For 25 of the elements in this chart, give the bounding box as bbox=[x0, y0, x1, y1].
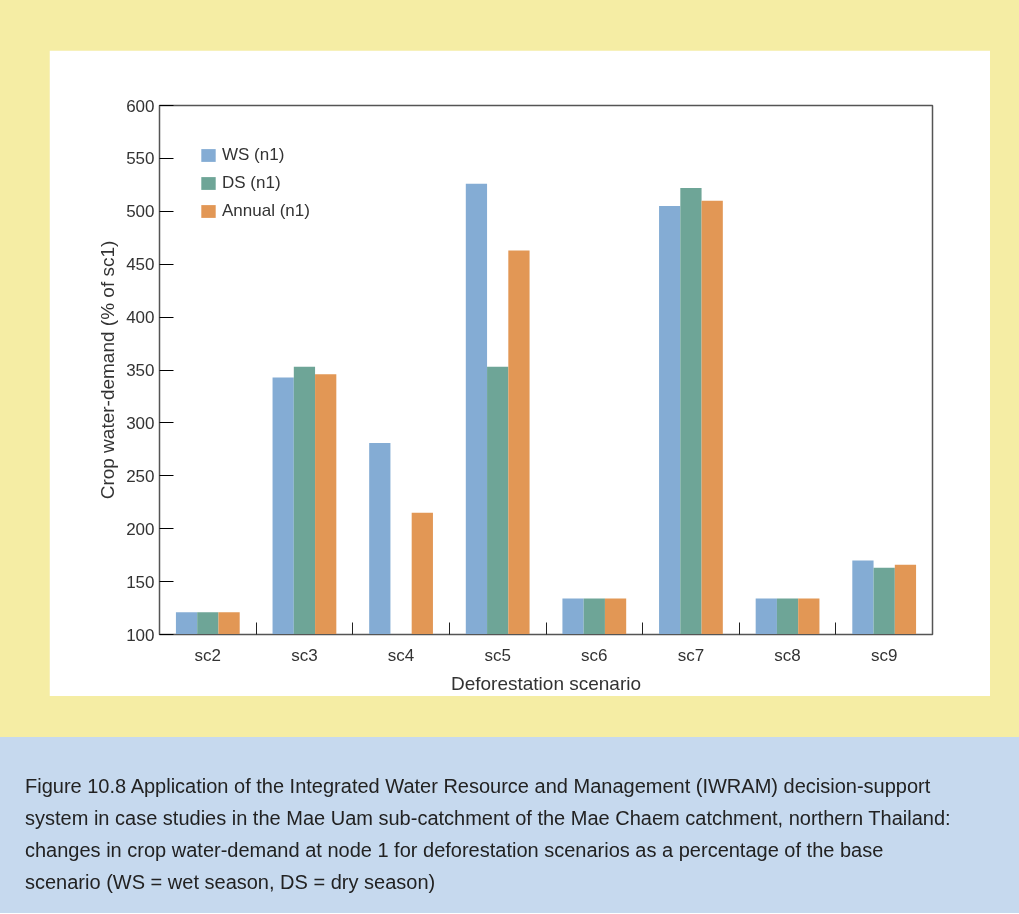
y-axis-title: Crop water-demand (% of sc1) bbox=[97, 240, 119, 500]
x-tick-label: sc9 bbox=[870, 645, 898, 665]
x-tick-label: sc8 bbox=[774, 645, 801, 665]
y-tick-label: 250 bbox=[126, 466, 155, 486]
x-tick-label: sc7 bbox=[677, 645, 705, 665]
x-tick-label: sc3 bbox=[291, 645, 318, 665]
x-tick-label: sc5 bbox=[484, 645, 511, 665]
x-tick-label: sc2 bbox=[194, 645, 222, 665]
y-tick-label: 500 bbox=[126, 202, 155, 222]
y-tick-label: 550 bbox=[126, 149, 155, 169]
x-tick-label: sc6 bbox=[581, 645, 608, 665]
legend-label: Annual (n1) bbox=[222, 201, 310, 221]
caption: Figure 10.8 Application of the Integrated Water Resource and Management (IWRAM) decision-support system in case studies in the Mae Uam sub-catchment of the Mae Chaem catchment, northern Thailand: changes in crop water-demand at node 1 for deforestation scenarios as a percentage of the base scenario (WS = wet season, DS = dry season) bbox=[25, 774, 952, 895]
y-tick-label: 100 bbox=[126, 625, 155, 645]
x-axis-title: Deforestation scenario bbox=[450, 672, 642, 694]
legend-label: WS (n1) bbox=[222, 145, 285, 165]
y-tick-label: 200 bbox=[126, 519, 155, 539]
y-tick-label: 400 bbox=[126, 308, 155, 328]
y-tick-label: 450 bbox=[126, 255, 155, 275]
y-tick-label: 300 bbox=[126, 413, 155, 433]
y-tick-label: 350 bbox=[126, 361, 155, 380]
legend-label: DS (n1) bbox=[222, 173, 281, 193]
y-tick-label: 150 bbox=[126, 572, 155, 592]
x-tick-label: sc4 bbox=[387, 645, 415, 665]
y-tick-label: 600 bbox=[126, 96, 155, 116]
